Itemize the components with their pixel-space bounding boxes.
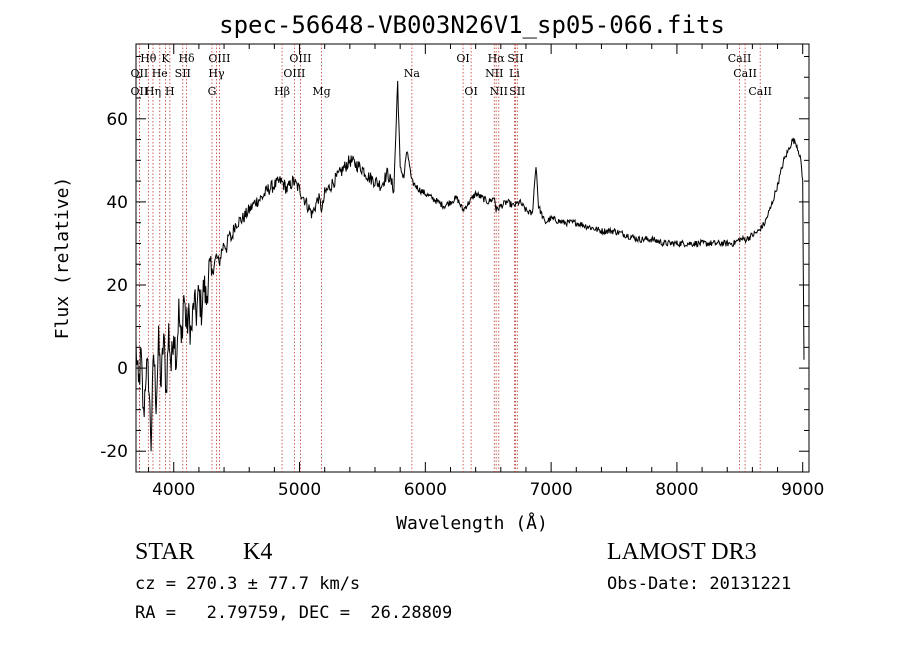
spectral-line-label: OI [464, 85, 477, 98]
spectral-line-label: OI [456, 52, 469, 65]
spectral-line-label: SII [507, 52, 523, 65]
spectral-line-label: CaII [748, 85, 772, 98]
spectrum-series [135, 80, 805, 452]
spectral-line-label: OIII [208, 52, 230, 65]
spectral-line-label: SII [509, 85, 525, 98]
spectral-line-label: Hγ [208, 67, 225, 80]
x-axis-label: Wavelength (Å) [396, 512, 548, 534]
spectral-line-label: OII [131, 85, 149, 98]
y-axis-label: Flux (relative) [52, 177, 73, 340]
spectral-line-label: He [152, 67, 168, 80]
spectral-line-label: Hη [145, 85, 161, 98]
spectral-line-label: CaII [733, 67, 757, 80]
y-tick-label: 60 [106, 110, 128, 130]
spectral-line-label: SII [175, 67, 191, 80]
spectral-line-label: G [208, 85, 217, 98]
spectral-line-label: Hβ [274, 85, 290, 98]
object-subclass: K4 [243, 539, 273, 565]
x-tick-label: 5000 [278, 480, 321, 500]
spectral-line-label: OIII [283, 67, 305, 80]
x-tick-label: 4000 [152, 480, 195, 500]
axis-ticks [136, 44, 809, 473]
y-tick-label: 20 [106, 276, 128, 296]
spectral-line-label: NII [490, 85, 508, 98]
spectral-line-label: H [165, 85, 175, 98]
redshift-text: cz = 270.3 ± 77.7 km/s [135, 574, 361, 594]
x-tick-label: 9000 [781, 480, 824, 500]
spectral-line-label: OIII [289, 52, 311, 65]
spectrum-line [135, 80, 805, 452]
x-tick-label: 7000 [529, 480, 572, 500]
y-tick-label: 40 [106, 193, 128, 213]
survey-name: LAMOST DR3 [607, 539, 757, 565]
spectral-line-label: NII [485, 67, 503, 80]
spectral-line-label: Li [509, 67, 520, 80]
x-tick-label: 8000 [655, 480, 698, 500]
tick-labels: 4000 5000 6000 7000 8000 9000 -20 0 20 40 60 [100, 110, 824, 500]
y-tick-label: -20 [100, 442, 128, 462]
plot-frame [135, 43, 810, 473]
spectral-line-label: CaII [728, 52, 752, 65]
x-tick-label: 6000 [404, 480, 447, 500]
object-class: STAR [135, 539, 195, 565]
spectral-line-label: Hθ [140, 52, 157, 65]
coordinates: RA = 2.79759, DEC = 26.28809 [135, 603, 453, 623]
y-tick-label: 0 [117, 359, 128, 379]
spectral-line-label: K [161, 52, 170, 65]
spectral-line-label: Hδ [178, 52, 195, 65]
chart-title: spec-56648-VB003N26V1_sp05-066.fits [219, 11, 725, 39]
spectral-line-label: Mg [312, 85, 330, 98]
obs-date: Obs-Date: 20131221 [607, 574, 792, 594]
spectral-line-label: Na [404, 67, 421, 80]
spectral-line-label: Hα [488, 52, 506, 65]
